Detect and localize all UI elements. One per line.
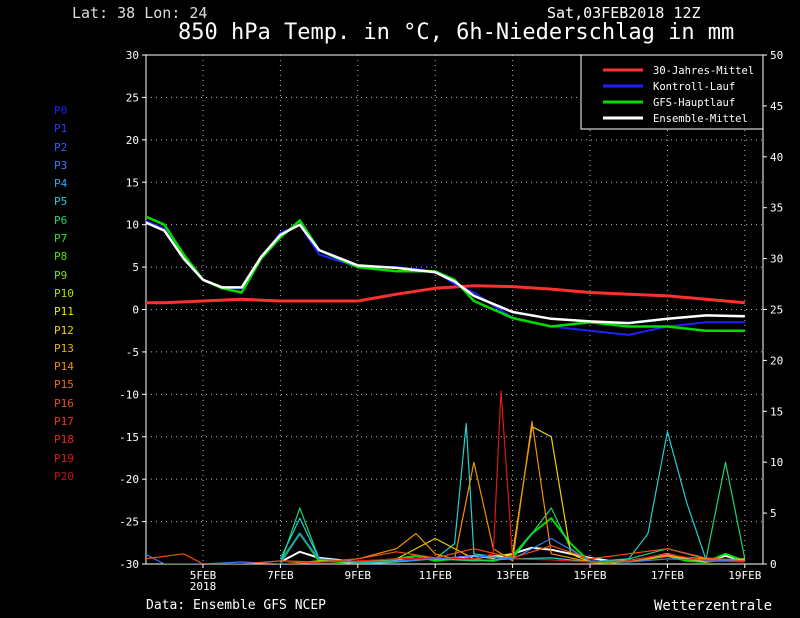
series-group (146, 215, 746, 564)
y-tick-label-left: 20 (126, 134, 139, 147)
y-tick-label-right: 10 (770, 456, 783, 469)
y-tick-label-right: 45 (770, 100, 783, 113)
y-tick-label-left: -5 (126, 346, 139, 359)
chart-title: 850 hPa Temp. in °C, 6h-Niederschlag in … (178, 20, 735, 45)
x-tick-label: 15FEB (573, 569, 606, 582)
x-tick-label: 5FEB (190, 569, 217, 582)
temperature-line (146, 221, 745, 325)
plot-frame (145, 54, 764, 565)
member-label: P7 (54, 232, 68, 246)
member-label: P14 (54, 360, 74, 374)
precip-line (279, 422, 745, 564)
member-label: P2 (54, 140, 68, 154)
y-tick-label-left: -15 (119, 431, 139, 444)
legend-label: GFS-Hauptlauf (653, 97, 735, 109)
y-tick-label-left: -10 (119, 388, 139, 401)
member-label: P3 (54, 158, 68, 172)
x-tick-sublabel: 2018 (190, 580, 217, 593)
y-tick-label-right: 20 (770, 354, 783, 367)
run-timestamp: Sat,03FEB2018 12Z (547, 4, 701, 22)
member-label: P11 (54, 305, 74, 319)
temperature-line (146, 284, 745, 305)
y-tick-label-left: 30 (126, 49, 139, 62)
y-tick-label-right: 25 (770, 304, 783, 317)
precip-line (280, 420, 745, 564)
x-tick-label: 17FEB (651, 569, 684, 582)
y-tick-label-right: 40 (770, 151, 783, 164)
y-tick-label-right: 50 (770, 49, 783, 62)
member-label: P5 (54, 195, 68, 209)
precip-line (146, 532, 745, 564)
y-tick-label-left: 25 (126, 91, 139, 104)
member-label: P16 (54, 396, 74, 410)
y-tick-label-left: -25 (119, 516, 139, 529)
member-label: P17 (54, 415, 74, 429)
legend: 30-Jahres-Mittel Kontroll-Lauf GFS-Hauptla… (580, 54, 764, 130)
x-tick-label: 11FEB (419, 569, 452, 582)
y-tick-label-right: 35 (770, 202, 783, 215)
legend-label: Kontroll-Lauf (653, 81, 735, 93)
member-label: P4 (54, 177, 68, 191)
member-label: P15 (54, 378, 74, 392)
location-label: Lat: 38 Lon: 24 (72, 4, 208, 22)
member-label: P10 (54, 286, 74, 300)
member-label: P6 (54, 213, 68, 227)
brand-label: Wetterzentrale (654, 598, 773, 614)
y-tick-label-right: 15 (770, 405, 783, 418)
data-source-label: Data: Ensemble GFS NCEP (146, 598, 327, 613)
precip-line (279, 461, 746, 564)
precip-line (280, 390, 745, 564)
x-tick-label: 9FEB (345, 569, 372, 582)
y-tick-label-left: -20 (119, 473, 139, 486)
y-tick-label-right: 30 (770, 253, 783, 266)
y-tick-label-left: 15 (126, 176, 139, 189)
y-tick-label-left: 10 (126, 219, 139, 232)
member-label: P18 (54, 433, 74, 447)
member-label: P19 (54, 451, 74, 465)
x-tick-label: 19FEB (728, 569, 761, 582)
legend-label: Ensemble-Mittel (653, 113, 748, 125)
precip-line (146, 545, 745, 564)
member-label: P0 (54, 104, 68, 117)
temperature-line (146, 215, 745, 332)
member-label: P20 (54, 469, 74, 483)
y-tick-label-left: -30 (119, 558, 139, 571)
member-label: P13 (54, 341, 74, 355)
x-tick-label: 13FEB (496, 569, 529, 582)
y-tick-label-right: 0 (770, 558, 777, 571)
y-tick-label-left: 0 (132, 304, 139, 317)
x-tick-label: 7FEB (267, 569, 294, 582)
member-list: P0 P1 P2 P3 P4 P5 P6 P7 P8 P9 P10 P11 P12 P13 P14 P15 P1… (54, 102, 74, 486)
legend-label: 30-Jahres-Mittel (653, 65, 754, 77)
member-label: P1 (54, 122, 68, 136)
member-label: P12 (54, 323, 74, 337)
y-tick-label-left: 5 (132, 261, 139, 274)
member-label: P9 (54, 268, 68, 282)
y-tick-label-right: 5 (770, 507, 777, 520)
member-label: P8 (54, 250, 68, 264)
